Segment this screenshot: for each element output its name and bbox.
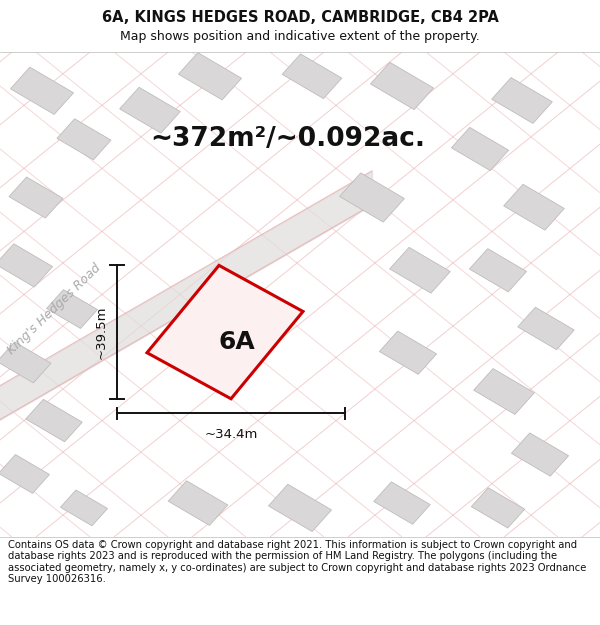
Polygon shape xyxy=(518,308,574,349)
Polygon shape xyxy=(374,482,430,524)
Text: ~372m²/~0.092ac.: ~372m²/~0.092ac. xyxy=(151,126,425,152)
Polygon shape xyxy=(57,119,111,160)
Text: ~34.4m: ~34.4m xyxy=(205,428,257,441)
Polygon shape xyxy=(9,177,63,218)
Polygon shape xyxy=(379,331,437,374)
Polygon shape xyxy=(472,488,524,528)
Polygon shape xyxy=(0,454,49,493)
Polygon shape xyxy=(503,184,565,230)
Polygon shape xyxy=(178,52,242,100)
Polygon shape xyxy=(340,173,404,222)
Text: ~39.5m: ~39.5m xyxy=(95,306,108,359)
Polygon shape xyxy=(268,484,332,531)
Text: King's Hedges Road: King's Hedges Road xyxy=(5,261,103,357)
Polygon shape xyxy=(0,342,51,383)
Polygon shape xyxy=(451,127,509,171)
Polygon shape xyxy=(469,249,527,292)
Text: 6A: 6A xyxy=(218,330,256,354)
Polygon shape xyxy=(47,289,97,329)
Text: 6A, KINGS HEDGES ROAD, CAMBRIDGE, CB4 2PA: 6A, KINGS HEDGES ROAD, CAMBRIDGE, CB4 2P… xyxy=(101,11,499,26)
Polygon shape xyxy=(26,399,82,442)
Text: Contains OS data © Crown copyright and database right 2021. This information is : Contains OS data © Crown copyright and d… xyxy=(8,539,587,584)
Polygon shape xyxy=(168,481,228,526)
Polygon shape xyxy=(473,369,535,414)
Polygon shape xyxy=(147,266,303,399)
Polygon shape xyxy=(282,54,342,99)
Text: Map shows position and indicative extent of the property.: Map shows position and indicative extent… xyxy=(120,29,480,42)
Polygon shape xyxy=(491,78,553,123)
Polygon shape xyxy=(511,433,569,476)
Polygon shape xyxy=(0,244,53,287)
Polygon shape xyxy=(10,67,74,114)
Polygon shape xyxy=(370,62,434,109)
Polygon shape xyxy=(61,490,107,526)
Polygon shape xyxy=(119,88,181,133)
Polygon shape xyxy=(389,248,451,293)
